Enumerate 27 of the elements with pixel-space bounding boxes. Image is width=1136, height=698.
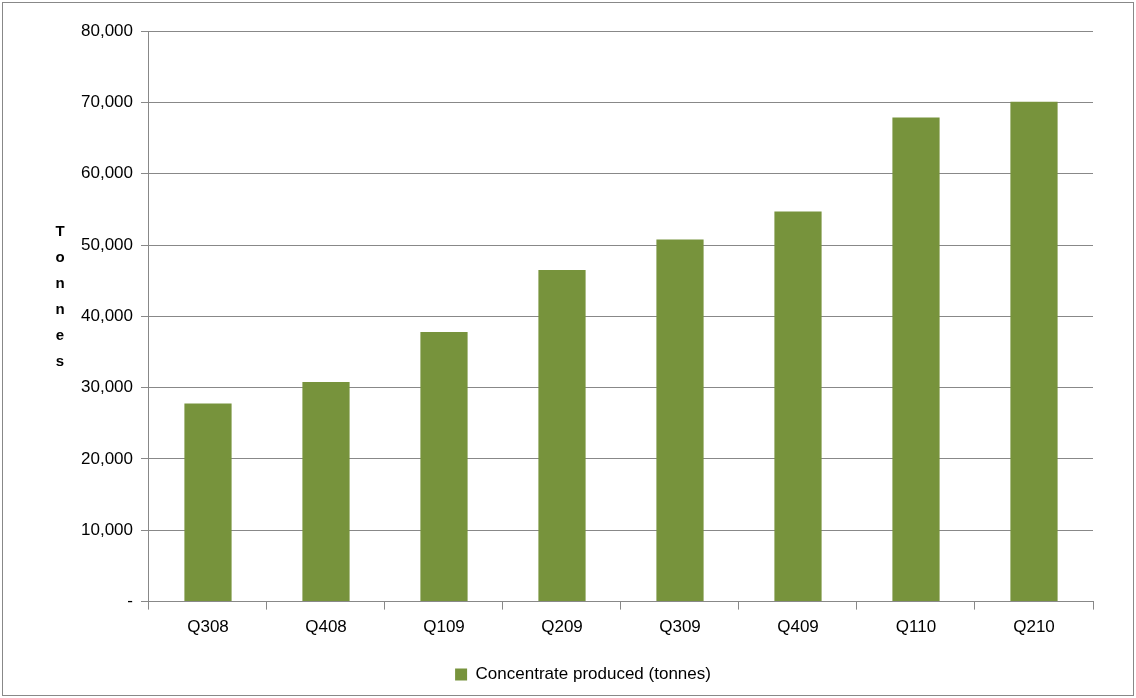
y-axis-title: Tonnes	[54, 221, 66, 371]
bar	[892, 117, 940, 602]
x-tick-label: Q109	[423, 617, 465, 637]
x-tick-label: Q309	[659, 617, 701, 637]
bar	[184, 403, 232, 602]
y-tick-label: 30,000	[81, 377, 133, 397]
x-tick-label: Q308	[187, 617, 229, 637]
bar	[774, 211, 822, 602]
y-tick-label: 50,000	[81, 234, 133, 254]
x-tick-label: Q209	[541, 617, 583, 637]
y-tick-label: 60,000	[81, 163, 133, 183]
bar	[656, 239, 704, 602]
x-tick-label: Q210	[1013, 617, 1055, 637]
bar	[1010, 101, 1058, 602]
x-tick-label: Q110	[895, 617, 937, 637]
bar	[302, 382, 350, 602]
y-tick-label: 10,000	[81, 519, 133, 539]
legend-label: Concentrate produced (tonnes)	[475, 664, 711, 684]
x-tick-label: Q409	[777, 617, 819, 637]
y-tick-label: -	[127, 591, 133, 611]
x-tick-label: Q408	[305, 617, 347, 637]
y-tick-label: 80,000	[81, 20, 133, 40]
y-tick-label: 20,000	[81, 448, 133, 468]
bar	[420, 332, 468, 602]
y-tick-label: 40,000	[81, 306, 133, 326]
y-tick-label: 70,000	[81, 92, 133, 112]
bar	[538, 270, 586, 602]
